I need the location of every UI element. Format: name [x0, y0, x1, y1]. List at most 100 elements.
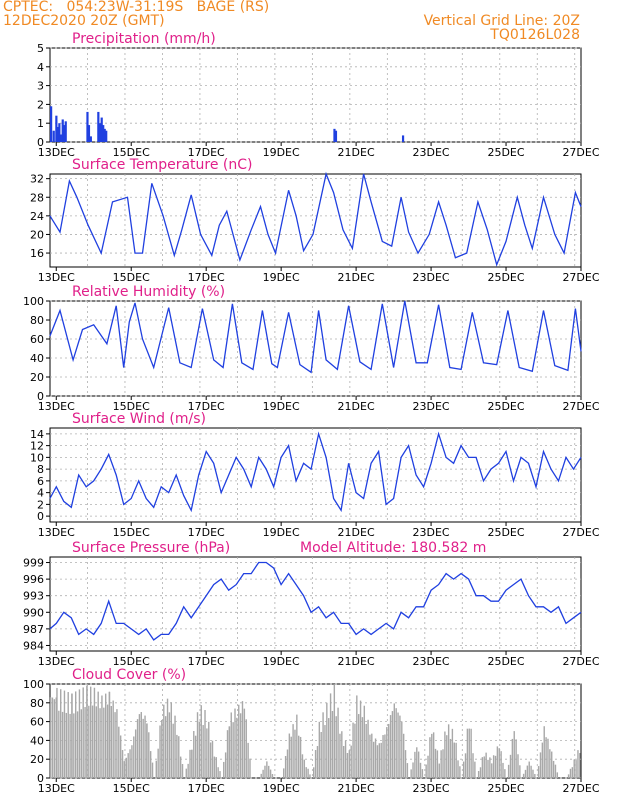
cloud-bar — [161, 719, 163, 778]
cloud-bar — [579, 753, 581, 778]
x-tick-label: 19DEC — [263, 655, 300, 668]
x-tick-label: 19DEC — [263, 271, 300, 284]
cloud-bar — [511, 738, 514, 778]
cloud-bar — [552, 760, 555, 778]
cloud-bar — [112, 700, 114, 778]
y-tick-label: 8 — [37, 463, 44, 476]
precip-bar — [63, 125, 66, 142]
x-tick-label: 15DEC — [113, 655, 150, 668]
y-tick-label: 4 — [37, 487, 44, 500]
cloud-bar — [367, 719, 369, 778]
cloud-bar — [374, 738, 377, 778]
panel-title: Precipitation (mm/h) — [72, 31, 216, 47]
cloud-bar — [432, 732, 435, 778]
cloud-bar — [444, 731, 446, 778]
series-line — [49, 431, 582, 513]
cloud-bar — [292, 724, 294, 778]
y-tick-label: 3 — [37, 80, 44, 93]
y-tick-label: 60 — [30, 333, 44, 346]
cloud-bar — [543, 726, 545, 778]
cloud-bar — [148, 732, 150, 778]
cloud-bar — [75, 691, 77, 778]
x-tick-label: 17DEC — [188, 782, 225, 795]
cloud-bar — [93, 687, 96, 778]
cloud-bar — [352, 722, 354, 778]
x-tick-label: 17DEC — [188, 146, 225, 159]
cloud-bar — [517, 754, 519, 778]
cloud-bar — [545, 737, 547, 778]
cloud-bar — [264, 765, 266, 778]
y-tick-label: 2 — [37, 498, 44, 511]
cloud-bar — [344, 740, 347, 778]
plot-frame — [49, 300, 582, 397]
cloud-bar — [239, 713, 242, 778]
x-tick-label: 15DEC — [113, 526, 150, 539]
cloud-bar — [384, 734, 386, 778]
cloud-bar — [101, 695, 103, 778]
cloud-bar — [309, 774, 311, 778]
x-tick-label: 25DEC — [487, 146, 524, 159]
cloud-bar — [60, 689, 62, 778]
cloud-bar — [322, 712, 324, 778]
precip-bar — [97, 111, 100, 142]
cloud-bar — [157, 748, 159, 778]
plot-frame — [49, 47, 582, 143]
y-tick-label: 60 — [30, 716, 44, 729]
cloud-bar — [228, 726, 231, 778]
y-tick-label: 12 — [30, 440, 44, 453]
cloud-bar — [530, 765, 532, 778]
cloud-bar — [397, 712, 399, 778]
x-tick-label: 23DEC — [413, 526, 450, 539]
cloud-bar — [73, 713, 75, 778]
cloud-bar — [108, 691, 111, 778]
cloud-bar — [211, 740, 214, 778]
x-tick-label: 13DEC — [38, 526, 75, 539]
y-tick-label: 987 — [23, 623, 44, 636]
cloud-bar — [376, 745, 379, 778]
cloud-bar — [440, 750, 442, 778]
x-tick-label: 27DEC — [562, 782, 599, 795]
y-tick-label: 80 — [30, 314, 44, 327]
cloud-bar — [551, 751, 553, 778]
cloud-bar — [382, 735, 384, 778]
cloud-bar — [537, 766, 540, 778]
x-tick-label: 27DEC — [562, 146, 599, 159]
cloud-bar — [462, 761, 465, 778]
cloud-bar — [504, 769, 506, 778]
cloud-bar — [569, 768, 572, 778]
cloud-bar — [494, 755, 497, 778]
cloud-bar — [88, 705, 90, 778]
y-tick-label: 100 — [23, 295, 44, 308]
cloud-bar — [470, 728, 472, 778]
cloud-bar — [326, 702, 328, 778]
cloud-bar — [208, 721, 210, 778]
cloud-bar — [496, 746, 499, 778]
cloud-bar — [438, 763, 440, 778]
cloud-bar — [138, 714, 141, 778]
cloud-bar — [399, 715, 401, 778]
x-tick-label: 25DEC — [487, 782, 524, 795]
y-tick-label: 6 — [37, 475, 44, 488]
cloud-bar — [363, 705, 366, 778]
x-tick-label: 17DEC — [188, 271, 225, 284]
cloud-bar — [176, 734, 178, 778]
cloud-bar — [51, 697, 54, 778]
x-tick-label: 25DEC — [487, 400, 524, 413]
cloud-bar — [401, 721, 403, 778]
y-tick-label: 0 — [37, 772, 44, 785]
y-tick-label: 990 — [23, 606, 44, 619]
panel-title: Surface Wind (m/s) — [72, 411, 206, 427]
x-tick-label: 23DEC — [413, 146, 450, 159]
precip-bar — [86, 111, 89, 142]
x-tick-label: 13DEC — [38, 146, 75, 159]
cloud-bar — [136, 719, 139, 778]
cloud-bar — [121, 750, 124, 778]
cloud-bar — [283, 768, 285, 778]
precip-bar — [99, 123, 102, 142]
cloud-bar — [63, 690, 66, 778]
cloud-bar — [417, 751, 420, 778]
cloud-bar — [82, 687, 84, 778]
vertical-grid-note: Vertical Grid Line: 20Z — [423, 13, 580, 29]
x-tick-label: 15DEC — [113, 400, 150, 413]
